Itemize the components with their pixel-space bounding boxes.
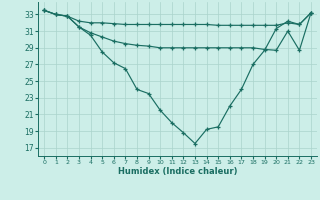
- X-axis label: Humidex (Indice chaleur): Humidex (Indice chaleur): [118, 167, 237, 176]
